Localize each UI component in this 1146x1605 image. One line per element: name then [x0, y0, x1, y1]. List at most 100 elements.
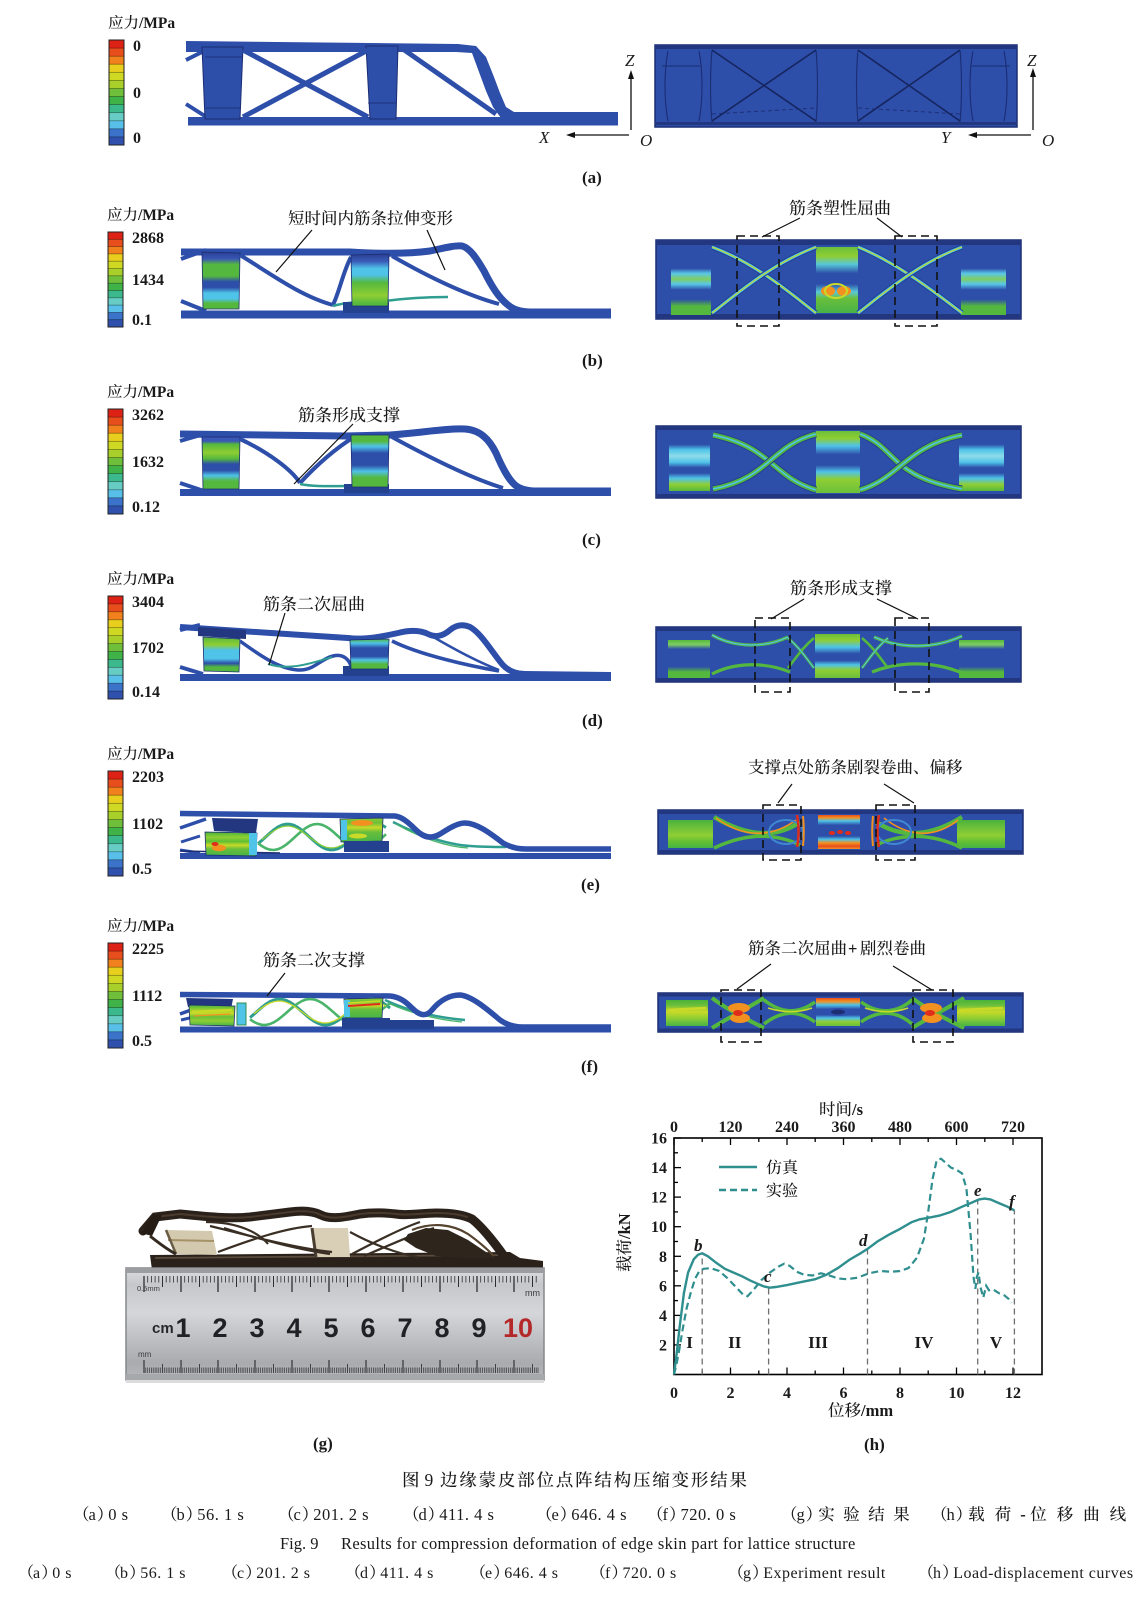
svg-text:240: 240 — [775, 1119, 799, 1136]
svg-text:360: 360 — [832, 1119, 856, 1136]
svg-text:4: 4 — [783, 1385, 791, 1402]
svg-text:0: 0 — [133, 85, 141, 102]
svg-text:(b): (b) — [582, 351, 603, 370]
svg-text:f: f — [1009, 1192, 1017, 1211]
svg-text:10: 10 — [949, 1385, 965, 1402]
svg-text:(d): (d) — [582, 711, 603, 730]
svg-text:f: f — [663, 1505, 669, 1524]
svg-text:Experiment result: Experiment result — [763, 1565, 886, 1582]
svg-text:2: 2 — [212, 1313, 227, 1343]
svg-text:720. 0 s: 720. 0 s — [623, 1565, 677, 1582]
svg-text:0 s: 0 s — [52, 1565, 72, 1582]
svg-text:Z: Z — [1027, 51, 1037, 70]
svg-text:0.5: 0.5 — [132, 861, 152, 878]
svg-text:/mm: /mm — [860, 1401, 893, 1420]
svg-text:II: II — [728, 1333, 742, 1352]
svg-text:411. 4 s: 411. 4 s — [439, 1505, 494, 1524]
svg-text:646. 4 s: 646. 4 s — [571, 1505, 627, 1524]
svg-text:7: 7 — [397, 1313, 412, 1343]
svg-text:(e): (e) — [581, 875, 600, 894]
svg-text:56. 1 s: 56. 1 s — [197, 1505, 244, 1524]
svg-text:0: 0 — [133, 38, 141, 55]
svg-text:b: b — [694, 1236, 703, 1255]
svg-text:2225: 2225 — [132, 941, 164, 958]
svg-text:9: 9 — [471, 1313, 486, 1343]
svg-text:8: 8 — [896, 1385, 904, 1402]
svg-text:8: 8 — [434, 1313, 449, 1343]
svg-text:720. 0 s: 720. 0 s — [681, 1505, 737, 1524]
svg-text:X: X — [538, 128, 550, 147]
svg-text:(f): (f) — [581, 1057, 598, 1076]
svg-text:6: 6 — [360, 1313, 375, 1343]
svg-text:/MPa: /MPa — [137, 571, 174, 588]
svg-text:cm: cm — [152, 1320, 174, 1337]
svg-text:56. 1 s: 56. 1 s — [140, 1565, 186, 1582]
svg-text:+: + — [848, 939, 857, 958]
svg-text:0.5mm: 0.5mm — [137, 1284, 160, 1293]
svg-text:720: 720 — [1001, 1119, 1025, 1136]
svg-text:0.12: 0.12 — [132, 499, 160, 516]
svg-text:2: 2 — [727, 1385, 735, 1402]
svg-text:12: 12 — [1005, 1385, 1021, 1402]
svg-text:120: 120 — [719, 1119, 743, 1136]
svg-text:g: g — [797, 1505, 805, 1524]
svg-text:2868: 2868 — [132, 230, 164, 247]
svg-text:12: 12 — [651, 1190, 667, 1207]
svg-text:Load-displacement curves: Load-displacement curves — [953, 1565, 1133, 1582]
svg-text:4: 4 — [659, 1308, 667, 1325]
svg-text:6: 6 — [659, 1278, 667, 1295]
svg-text:201. 2 s: 201. 2 s — [256, 1565, 310, 1582]
svg-text:a: a — [89, 1505, 97, 1524]
svg-text:g: g — [743, 1565, 751, 1582]
svg-text:(c): (c) — [582, 530, 601, 549]
svg-text:/MPa: /MPa — [137, 746, 174, 763]
svg-text:(h): (h) — [864, 1435, 885, 1454]
svg-text:/kN: /kN — [615, 1213, 634, 1240]
svg-text:0.1: 0.1 — [132, 312, 152, 329]
svg-text:0.5: 0.5 — [132, 1033, 152, 1050]
svg-text:411. 4 s: 411. 4 s — [380, 1565, 434, 1582]
svg-text:III: III — [808, 1333, 828, 1352]
svg-text:mm: mm — [138, 1350, 152, 1359]
svg-text:e: e — [485, 1565, 492, 1582]
svg-text:c: c — [237, 1565, 244, 1582]
svg-text:d: d — [859, 1231, 868, 1250]
svg-text:c: c — [294, 1505, 301, 1524]
svg-text:b: b — [120, 1565, 128, 1582]
svg-text:1102: 1102 — [132, 816, 163, 833]
svg-text:0: 0 — [670, 1385, 678, 1402]
svg-text:/MPa: /MPa — [138, 15, 175, 32]
svg-text:Z: Z — [625, 51, 635, 70]
svg-text:/s: /s — [851, 1100, 864, 1119]
svg-text:2203: 2203 — [132, 769, 164, 786]
svg-text:-: - — [1020, 1505, 1025, 1524]
svg-text:0.14: 0.14 — [132, 684, 160, 701]
svg-text:14: 14 — [651, 1160, 667, 1177]
svg-text:IV: IV — [915, 1333, 935, 1352]
svg-text:O: O — [640, 131, 652, 150]
svg-text:9: 9 — [425, 1470, 434, 1490]
svg-text:Y: Y — [941, 128, 952, 147]
svg-text:c: c — [764, 1267, 772, 1286]
svg-text:(g): (g) — [313, 1434, 333, 1453]
svg-text:/MPa: /MPa — [137, 384, 174, 401]
svg-text:(a): (a) — [582, 168, 602, 187]
svg-text:1: 1 — [175, 1313, 190, 1343]
svg-text:/MPa: /MPa — [137, 207, 174, 224]
svg-text:O: O — [1042, 131, 1054, 150]
svg-text:480: 480 — [888, 1119, 912, 1136]
svg-text:1112: 1112 — [132, 988, 162, 1005]
svg-text:646. 4 s: 646. 4 s — [504, 1565, 558, 1582]
svg-text:mm: mm — [525, 1288, 540, 1298]
svg-text:0 s: 0 s — [108, 1505, 128, 1524]
svg-text:1702: 1702 — [132, 640, 164, 657]
svg-text:b: b — [177, 1505, 185, 1524]
svg-text:d: d — [419, 1505, 428, 1524]
svg-text:4: 4 — [286, 1313, 301, 1343]
svg-text:d: d — [360, 1565, 368, 1582]
svg-text:Fig. 9: Fig. 9 — [280, 1534, 319, 1553]
svg-text:h: h — [933, 1565, 941, 1582]
svg-text:1434: 1434 — [132, 272, 164, 289]
svg-text:16: 16 — [651, 1131, 667, 1148]
svg-text:3: 3 — [249, 1313, 264, 1343]
